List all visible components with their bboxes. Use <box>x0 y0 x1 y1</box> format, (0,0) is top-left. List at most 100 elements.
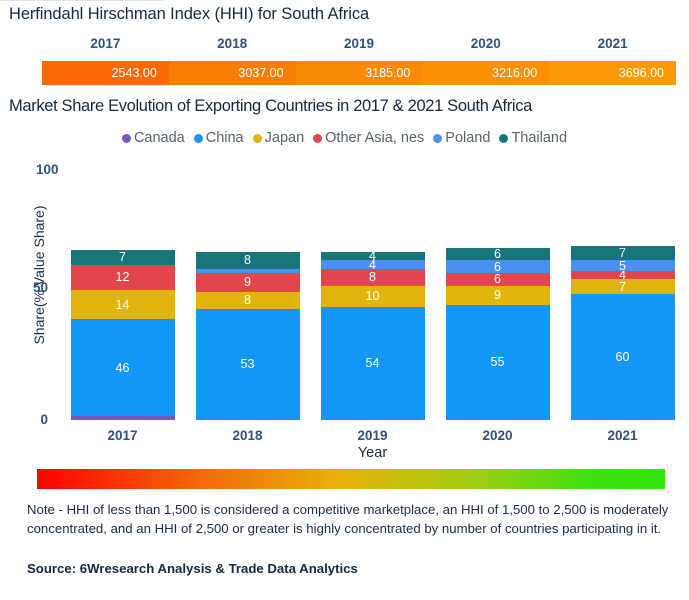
legend-swatch-icon <box>252 133 262 143</box>
chart-title: Market Share Evolution of Exporting Coun… <box>9 97 532 115</box>
legend-swatch-icon <box>313 133 323 143</box>
bar-segment[interactable] <box>195 268 300 274</box>
stacked-bar-group: 46 14 12 7 2017 53 8 9 8 2018 54 10 8 4 4 2019 55 9 6 6 6 202… <box>60 210 685 443</box>
x-tick-label: 2019 <box>357 428 388 443</box>
bar-segment[interactable]: 7 <box>70 249 175 265</box>
bar-segment[interactable]: 4 <box>320 260 425 269</box>
bar-segment[interactable]: 5 <box>570 260 675 271</box>
bar-segment-label: 54 <box>365 356 380 371</box>
bar-segment[interactable]: 46 <box>70 319 175 416</box>
hhi-value-segment: 2543.00 <box>42 61 169 85</box>
bar-segment[interactable]: 54 <box>320 306 425 420</box>
bar-column[interactable]: 54 10 8 4 4 2019 <box>310 210 435 443</box>
bar-segment[interactable]: 12 <box>70 264 175 290</box>
legend-item[interactable]: Other Asia, nes <box>313 130 424 146</box>
bar-segment[interactable]: 10 <box>320 285 425 307</box>
x-tick-label: 2017 <box>107 428 138 443</box>
concentration-gradient-strip <box>37 469 665 489</box>
bar-segment-label: 12 <box>115 270 130 285</box>
bar-segment-label: 46 <box>115 360 130 375</box>
bar-column[interactable]: 53 8 9 8 2018 <box>185 210 310 443</box>
x-axis-title: Year <box>357 445 388 461</box>
bar-segment-label: 7 <box>119 250 126 265</box>
legend-label: China <box>205 130 244 146</box>
hhi-value-bar: 2543.00 3037.00 3185.00 3216.00 3696.00 <box>42 61 676 85</box>
hhi-year-label: 2018 <box>217 36 248 51</box>
bar-segment-label: 6 <box>494 247 501 261</box>
bar-column[interactable]: 46 14 12 7 2017 <box>60 210 185 443</box>
bar-segment-label: 9 <box>244 275 251 290</box>
legend-item[interactable]: Japan <box>252 130 305 146</box>
legend-swatch-icon <box>433 133 443 143</box>
bar-segment[interactable]: 8 <box>195 252 300 269</box>
hhi-value-segment: 3696.00 <box>549 61 676 85</box>
hhi-value-segment: 3185.00 <box>295 61 423 85</box>
bar-segment[interactable]: 7 <box>570 245 675 261</box>
stacked-bar: 60 7 4 5 7 <box>570 210 675 420</box>
bar-segment-label: 4 <box>369 252 376 261</box>
x-tick-label: 2021 <box>607 428 638 443</box>
bar-segment-label: 14 <box>115 297 130 312</box>
stacked-bar: 55 9 6 6 6 <box>445 210 550 420</box>
legend-item[interactable]: China <box>193 130 244 146</box>
bar-column[interactable]: 55 9 6 6 6 2020 <box>435 210 560 443</box>
legend-label: Japan <box>264 130 305 146</box>
chart-legend: Canada China Japan Other Asia, nes Poland Tha… <box>0 130 689 146</box>
bar-segment-label: 4 <box>619 270 626 280</box>
bar-segment-label: 10 <box>365 289 380 304</box>
hhi-year-label: 2019 <box>343 36 375 51</box>
bar-segment[interactable]: 53 <box>195 308 300 420</box>
bar-segment-label: 9 <box>494 288 501 303</box>
bar-segment-label: 55 <box>490 355 505 370</box>
bar-segment-label: 6 <box>494 273 501 286</box>
legend-item[interactable]: Thailand <box>499 130 567 146</box>
hhi-year-label: 2017 <box>90 36 121 51</box>
bar-segment-label: 5 <box>619 260 626 271</box>
bar-segment[interactable]: 6 <box>445 247 550 261</box>
hhi-value-segment: 3216.00 <box>422 61 550 85</box>
legend-item[interactable]: Canada <box>121 130 185 146</box>
y-tick-0: 0 <box>40 412 48 427</box>
y-axis-title: Share(% Value Share) <box>31 205 47 345</box>
legend-swatch-icon <box>193 133 203 143</box>
hhi-value-segment: 3037.00 <box>168 61 296 85</box>
bar-segment[interactable]: 55 <box>445 304 550 420</box>
bar-segment[interactable]: 9 <box>445 285 550 305</box>
bar-segment-label: 8 <box>369 270 376 285</box>
stacked-bar: 46 14 12 7 <box>70 210 175 420</box>
chart-plot-area: Share(% Value Share) 100 50 0 46 14 12 7 201… <box>0 155 689 461</box>
bar-segment[interactable]: 8 <box>195 291 300 309</box>
bar-segment[interactable]: 14 <box>70 289 175 320</box>
legend-label: Other Asia, nes <box>325 130 425 146</box>
bar-segment-label: 4 <box>369 260 376 269</box>
bar-segment[interactable]: 8 <box>320 268 425 286</box>
source-text: Source: 6Wresearch Analysis & Trade Data… <box>27 561 358 576</box>
bar-segment[interactable] <box>70 415 175 420</box>
bar-segment[interactable]: 7 <box>570 279 675 294</box>
bar-segment-label: 53 <box>240 357 255 372</box>
hhi-year-header-row: 2017 2018 2019 2020 2021 <box>42 36 676 56</box>
bar-segment[interactable]: 6 <box>445 273 550 286</box>
hhi-year-label: 2020 <box>470 36 501 51</box>
stacked-bar: 54 10 8 4 4 <box>320 210 425 420</box>
hhi-title: Herfindahl Hirschman Index (HHI) for Sou… <box>9 5 370 23</box>
bar-column[interactable]: 60 7 4 5 7 2021 <box>560 210 685 443</box>
legend-label: Thailand <box>511 130 568 146</box>
bar-segment[interactable]: 4 <box>570 270 675 280</box>
bar-segment-label: 60 <box>615 350 630 364</box>
legend-item[interactable]: Poland <box>433 130 490 146</box>
legend-swatch-icon <box>121 133 131 143</box>
bar-segment-label: 8 <box>244 253 251 268</box>
legend-swatch-icon <box>499 133 509 143</box>
legend-label: Canada <box>133 130 185 146</box>
bar-segment[interactable]: 4 <box>320 252 425 261</box>
y-tick-50: 50 <box>32 280 48 295</box>
x-tick-label: 2020 <box>482 428 513 443</box>
bar-segment[interactable]: 6 <box>445 260 550 274</box>
bar-segment-label: 8 <box>244 293 251 308</box>
bar-segment[interactable]: 60 <box>570 294 675 420</box>
bar-segment-label: 7 <box>619 279 626 294</box>
hhi-year-label: 2021 <box>597 36 628 51</box>
bar-segment[interactable]: 9 <box>195 273 300 292</box>
